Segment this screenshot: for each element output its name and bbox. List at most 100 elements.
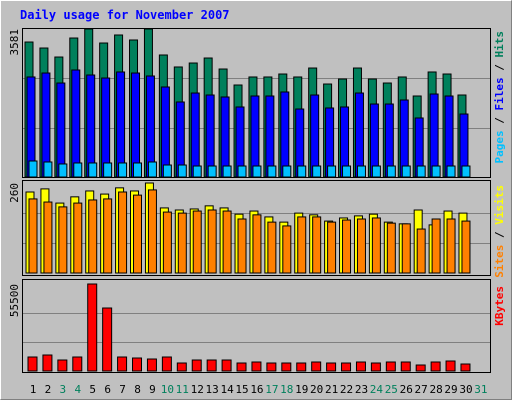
bar [386, 222, 396, 274]
bar [386, 165, 396, 178]
bar [416, 165, 426, 178]
x-tick-label: 5 [89, 383, 96, 396]
bar [429, 93, 439, 178]
bar [103, 198, 113, 274]
bar [117, 356, 128, 372]
bar [147, 161, 157, 178]
bar [385, 361, 396, 372]
x-tick-label: 26 [400, 383, 413, 396]
bar [103, 162, 113, 178]
bar [401, 223, 411, 274]
x-tick-label: 2 [45, 383, 52, 396]
bar [176, 362, 187, 372]
bar [118, 191, 128, 274]
x-tick-label: 7 [119, 383, 126, 396]
bar [326, 362, 337, 372]
bar [401, 165, 411, 178]
x-tick-label: 13 [206, 383, 219, 396]
bar [250, 95, 260, 178]
x-tick-label: 15 [235, 383, 248, 396]
bar [116, 71, 126, 178]
x-tick-label: 28 [429, 383, 442, 396]
bar [43, 201, 53, 274]
x-tick-label: 10 [161, 383, 174, 396]
bar [310, 94, 320, 178]
bar [147, 189, 157, 274]
legend: Sites / Visits [493, 185, 506, 278]
x-tick-label: 31 [474, 383, 487, 396]
y-tick-label: 260 [8, 183, 21, 203]
x-tick-label: 30 [459, 383, 472, 396]
bar [341, 362, 352, 372]
bar [356, 165, 366, 178]
bar [327, 165, 337, 178]
bar [355, 361, 366, 372]
bar [460, 363, 471, 372]
bar [280, 91, 290, 178]
x-tick-label: 1 [30, 383, 37, 396]
bar [266, 362, 277, 372]
bar [207, 209, 217, 274]
x-tick-label: 4 [74, 383, 81, 396]
bar [416, 228, 426, 274]
bar [177, 212, 187, 274]
x-tick-label: 12 [191, 383, 204, 396]
bar [370, 362, 381, 372]
legend-entry: Visits [493, 185, 506, 225]
bar [146, 358, 157, 372]
bar [58, 163, 68, 178]
bar [192, 210, 202, 274]
bar [312, 216, 322, 274]
bar [27, 356, 38, 372]
bar [191, 359, 202, 372]
legend-entry: Pages [493, 130, 506, 163]
bar [430, 361, 441, 372]
y-tick-label: 3581 [8, 29, 21, 56]
bar [88, 199, 98, 274]
bar [371, 217, 381, 274]
bar [371, 165, 381, 178]
bar [252, 214, 262, 274]
bar [161, 356, 172, 372]
bar [192, 165, 202, 178]
panel-frame [22, 180, 491, 276]
bar [87, 283, 98, 372]
x-tick-label: 3 [60, 383, 67, 396]
bar [56, 82, 66, 178]
bar [354, 92, 364, 178]
y-tick-label: 55500 [8, 284, 21, 317]
bar [88, 162, 98, 178]
legend-separator: / [493, 58, 506, 78]
bar [400, 361, 411, 372]
bar [445, 360, 456, 372]
bar [207, 165, 217, 178]
bar [446, 165, 456, 178]
x-tick-label: 25 [385, 383, 398, 396]
bar [282, 225, 292, 274]
x-tick-label: 14 [220, 383, 234, 396]
x-tick-label: 17 [265, 383, 278, 396]
bar [177, 164, 187, 178]
bar [131, 72, 141, 178]
bar [431, 218, 441, 274]
bar [118, 162, 128, 178]
bar [237, 218, 247, 274]
bar [267, 221, 277, 274]
bar [342, 219, 352, 274]
bar [312, 165, 322, 178]
legend: KBytes [493, 286, 506, 326]
legend-entry: Files [493, 77, 506, 110]
bar [86, 74, 96, 178]
bar [446, 218, 456, 274]
bar [399, 99, 409, 178]
bar [444, 95, 454, 178]
bar [267, 165, 277, 178]
bar [265, 95, 275, 178]
bar [162, 164, 172, 178]
bar [58, 206, 68, 274]
bar [296, 362, 307, 372]
bar [43, 161, 53, 178]
bar [461, 220, 471, 274]
